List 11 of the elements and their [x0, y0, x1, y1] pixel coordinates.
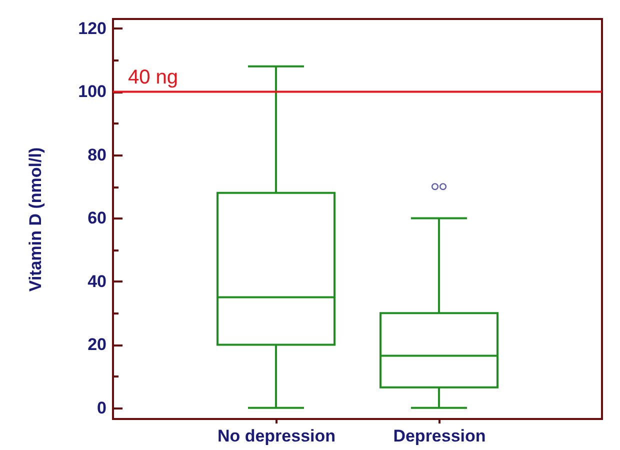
x-tick-label: Depression — [393, 426, 486, 446]
y-tick-label: 40 — [88, 272, 106, 291]
ref-line-label: 40 ng — [128, 66, 178, 89]
y-tick-label: 20 — [88, 335, 106, 354]
x-tick-label: No depression — [217, 426, 336, 446]
y-tick-label: 0 — [97, 398, 106, 418]
y-tick-label: 80 — [88, 145, 106, 164]
y-tick-label: 100 — [78, 82, 106, 102]
y-tick-label: 60 — [88, 208, 106, 228]
y-tick-label: 120 — [78, 18, 106, 38]
y-axis-title: Vitamin D (nmol/l) — [26, 147, 46, 292]
